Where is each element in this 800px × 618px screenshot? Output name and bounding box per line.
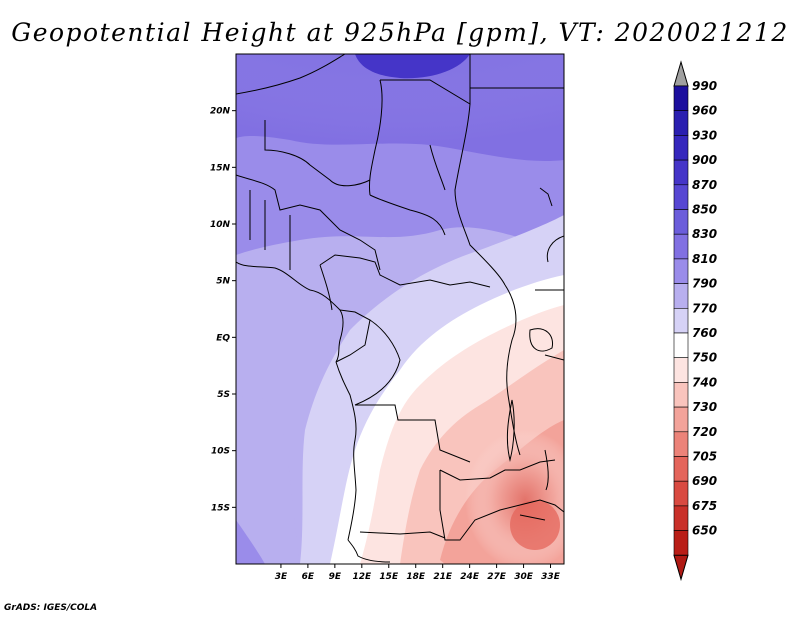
lake-tanganyika xyxy=(506,399,515,461)
colorbar-swatch xyxy=(673,135,689,161)
colorbar-swatch xyxy=(673,209,689,235)
lon-tick-label: 3E xyxy=(275,572,288,582)
border-sahel xyxy=(369,79,383,196)
chart-title: Geopotential Height at 925hPa [gpm], VT:… xyxy=(11,18,789,47)
lon-tick-label: 18E xyxy=(406,572,426,582)
lon-tick-label: 27E xyxy=(487,572,507,582)
colorbar-label: 690 xyxy=(692,474,717,488)
colorbar-swatch xyxy=(673,307,689,334)
colorbar-label: 900 xyxy=(692,153,717,167)
border-namibia-botswana xyxy=(439,470,521,541)
lat-tick-label: 15S xyxy=(211,503,230,513)
colorbar-swatch xyxy=(673,382,689,408)
colorbar-swatch xyxy=(673,110,689,136)
colorbar-swatch xyxy=(673,159,689,186)
lon-axis: 3E 6E 9E 12E 15E 18E 21E 24E 27E 30E 33E xyxy=(275,564,561,582)
lake-victoria xyxy=(529,328,554,352)
colorbar-swatch xyxy=(673,332,689,359)
border-chad-sudan xyxy=(429,144,446,191)
border-sahel xyxy=(369,194,446,236)
border-central-africa xyxy=(319,254,491,288)
colorbar-label: 960 xyxy=(692,104,717,118)
colorbar-label: 760 xyxy=(692,326,717,340)
border-sudan-east xyxy=(454,103,506,286)
lon-tick-label: 24E xyxy=(460,572,480,582)
coastline-west-central-africa xyxy=(335,361,357,541)
border-central-africa xyxy=(335,309,371,363)
lon-tick-label: 9E xyxy=(329,572,342,582)
colorbar-swatch xyxy=(673,406,689,433)
colorbar-label: 740 xyxy=(692,375,717,389)
border-north-africa xyxy=(236,54,346,95)
border-congo xyxy=(354,319,401,406)
border-horn xyxy=(539,187,553,207)
colorbar-label: 790 xyxy=(692,277,717,291)
colorbar-label: 705 xyxy=(692,450,717,464)
colorbar-label: 930 xyxy=(692,128,717,142)
border-zimbabwe xyxy=(519,499,564,513)
colorbar-label: 870 xyxy=(692,178,717,192)
border-drc xyxy=(355,404,471,463)
lat-tick-label: 5S xyxy=(217,390,230,400)
lat-tick-label: 10S xyxy=(211,447,230,457)
border-west-africa xyxy=(249,190,291,270)
colorbar-top-arrow xyxy=(673,60,689,87)
border-angola-namibia xyxy=(359,531,446,539)
border-north-africa xyxy=(380,54,471,105)
lat-tick-label: 15N xyxy=(210,163,231,173)
colorbar-label: 990 xyxy=(692,79,717,93)
lake-kariba xyxy=(519,514,546,521)
height-field xyxy=(236,54,564,564)
coastline-south-angola xyxy=(347,539,391,563)
map-borders xyxy=(236,54,564,563)
lat-axis: 20N 15N 10N 5N EQ 5S 10S 15S xyxy=(210,107,236,513)
border-east xyxy=(535,289,564,361)
lon-tick-label: 33E xyxy=(541,572,561,582)
colorbar-swatch xyxy=(673,505,689,531)
colorbar-swatch xyxy=(673,530,689,556)
lake-malawi xyxy=(544,449,549,491)
coastline-west-africa xyxy=(236,261,344,363)
colorbar-swatch xyxy=(673,283,689,309)
footer-credit: GrADS: IGES/COLA xyxy=(4,603,98,613)
colorbar-swatch xyxy=(673,431,689,457)
coastline-east-africa xyxy=(546,235,564,263)
colorbar-label: 830 xyxy=(692,227,717,241)
colorbar-bottom-arrow xyxy=(673,554,689,582)
lon-tick-label: 6E xyxy=(302,572,315,582)
colorbar-swatch xyxy=(673,258,689,284)
border-central-africa xyxy=(319,264,333,311)
colorbar: 990 960 930 900 870 850 830 810 790 770 760 750 740 7… xyxy=(673,60,717,582)
border-sahel xyxy=(236,174,381,271)
colorbar-swatch xyxy=(673,480,689,507)
lat-tick-label: 20N xyxy=(210,107,231,117)
lon-tick-label: 21E xyxy=(433,572,453,582)
border-sahel xyxy=(264,120,371,187)
colorbar-swatch xyxy=(673,456,689,482)
lon-tick-label: 12E xyxy=(352,572,372,582)
lat-tick-label: 10N xyxy=(210,220,231,230)
colorbar-label: 750 xyxy=(692,351,717,365)
colorbar-label: 650 xyxy=(692,524,717,538)
lat-tick-label: 5N xyxy=(216,277,230,287)
colorbar-label: 675 xyxy=(692,499,717,513)
border-zambia xyxy=(439,459,556,481)
lat-tick-label: EQ xyxy=(216,333,230,343)
colorbar-swatch xyxy=(673,184,689,210)
colorbar-label: 730 xyxy=(692,400,717,414)
colorbar-label: 810 xyxy=(692,252,717,266)
lon-tick-label: 30E xyxy=(514,572,534,582)
map-frame xyxy=(235,53,565,565)
colorbar-swatch xyxy=(673,233,689,260)
lon-tick-label: 15E xyxy=(379,572,399,582)
colorbar-swatch xyxy=(673,85,689,112)
colorbar-label: 770 xyxy=(692,301,717,315)
colorbar-label: 720 xyxy=(692,425,717,439)
colorbar-swatch xyxy=(673,357,689,383)
colorbar-label: 850 xyxy=(692,203,717,217)
